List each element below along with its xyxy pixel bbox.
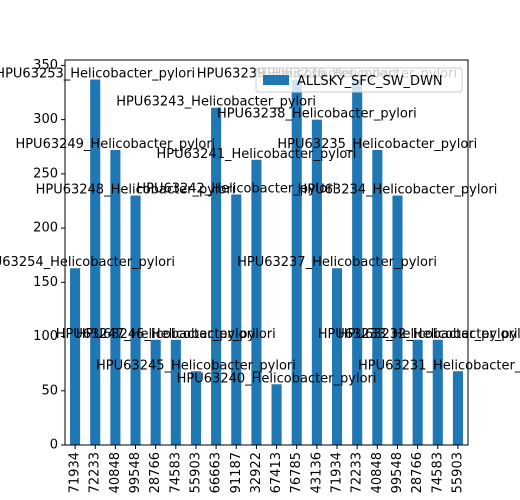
data-label: HPU63235_Helicobacter_pylori <box>277 137 477 152</box>
x-tick-label: 28766 <box>410 452 425 493</box>
data-label: HPU63246_Helicobacter_pylori <box>76 327 276 342</box>
x-tick-label: 72233 <box>350 452 365 493</box>
x-tick-label: 55903 <box>188 452 203 493</box>
bar <box>130 195 141 445</box>
x-tick-label: 55903 <box>450 452 465 493</box>
bar <box>90 79 101 446</box>
data-label: HPU63247_Helicobacter_pylori <box>56 327 256 342</box>
data-label: HPU63234_Helicobacter_pylori <box>298 183 498 198</box>
data-label: HPU63241_Helicobacter_pylori <box>156 147 356 162</box>
x-tick-label: 67413 <box>269 452 284 493</box>
data-label: HPU63242_Helicobacter_pylori <box>136 181 336 196</box>
bar <box>190 371 202 445</box>
bar <box>291 79 302 446</box>
x-tick-label: 40848 <box>370 452 385 493</box>
x-tick-label: 71934 <box>68 452 83 493</box>
bar <box>352 79 363 446</box>
x-tick-label: 91187 <box>229 452 244 493</box>
data-label: HPU63245_Helicobacter_pylori <box>96 358 296 373</box>
data-label: HPU63232_Helicobacter_pylori <box>338 327 520 342</box>
x-tick-label: 74583 <box>430 452 445 493</box>
y-tick-label: 100 <box>33 329 58 344</box>
data-label: HPU63253_Helicobacter_pylori <box>0 67 195 82</box>
bar <box>211 107 222 445</box>
x-tick-label: 71934 <box>330 452 345 493</box>
data-label: HPU63243_Helicobacter_pylori <box>116 95 316 110</box>
bar <box>170 339 181 445</box>
bar <box>412 339 423 445</box>
data-label: HPU63231_Helicobacter_pylori <box>358 358 520 373</box>
x-tick-label: 74583 <box>168 452 183 493</box>
bar <box>231 194 242 445</box>
x-tick-label: 28766 <box>148 452 163 493</box>
data-label: HPU63240_Helicobacter_pylori <box>177 371 377 386</box>
bar <box>70 268 81 445</box>
y-tick-label: 200 <box>33 221 58 236</box>
bar <box>150 339 161 445</box>
y-tick-label: 50 <box>41 383 58 398</box>
y-tick-label: 0 <box>50 438 58 453</box>
plot-frame <box>64 59 469 446</box>
legend-label: ALLSKY_SFC_SW_DWN <box>297 74 443 89</box>
bar <box>271 384 282 445</box>
data-label: HPU63254_Helicobacter_pylori <box>0 255 175 270</box>
x-tick-label: 32922 <box>249 452 264 493</box>
x-tick-label: 99548 <box>390 452 405 493</box>
bar <box>251 159 262 445</box>
bar <box>452 371 463 445</box>
data-label: HPU63248_Helicobacter_pylori <box>36 183 236 198</box>
y-tick-label: 150 <box>33 275 58 290</box>
legend-box <box>255 67 463 93</box>
y-tick-layer: 0 50 100 150 200 250 300 350 <box>33 58 65 453</box>
x-tick-label: 99548 <box>128 452 143 493</box>
data-label: HPU63237_Helicobacter_pylori <box>237 255 437 270</box>
x-tick-layer: 71934 72233 40848 99548 28766 74583 55903 66663… <box>68 445 465 493</box>
x-tick-label: 76785 <box>289 452 304 493</box>
axes-layer <box>64 59 469 446</box>
x-tick-label: 72233 <box>88 452 103 493</box>
bar <box>392 195 403 445</box>
bars-layer <box>70 79 463 446</box>
y-tick-label: 250 <box>33 166 58 181</box>
legend-swatch <box>263 75 289 85</box>
bar <box>372 150 383 445</box>
y-tick-label: 350 <box>33 58 58 73</box>
bar <box>432 339 443 445</box>
x-tick-label: 40848 <box>108 452 123 493</box>
data-label: HPU63238_Helicobacter_pylori <box>217 107 417 122</box>
bar <box>311 119 322 445</box>
bar <box>110 150 121 445</box>
y-tick-label: 300 <box>33 112 58 127</box>
x-tick-label: 66663 <box>209 452 224 493</box>
bar <box>331 268 343 445</box>
x-tick-label: 43136 <box>309 452 324 493</box>
legend: ALLSKY_SFC_SW_DWN <box>255 67 463 93</box>
